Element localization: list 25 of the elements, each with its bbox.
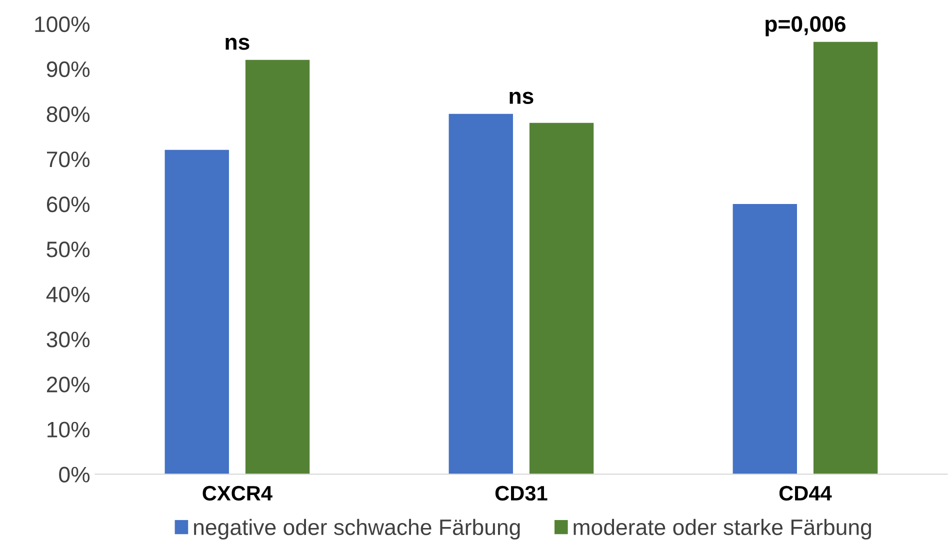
y-tick-label: 60%	[46, 196, 90, 212]
bar	[245, 60, 310, 474]
y-tick-label: 50%	[46, 242, 90, 258]
bar	[813, 42, 878, 474]
y-tick-label: 30%	[46, 332, 90, 348]
y-tick-label: 20%	[46, 376, 90, 392]
x-tick-label: CD31	[495, 486, 548, 501]
y-tick-label: 70%	[47, 151, 90, 168]
legend-label: moderate oder starke Färbung	[574, 518, 871, 540]
bar	[732, 204, 797, 474]
bar	[164, 150, 229, 474]
y-tick-label: 40%	[46, 286, 90, 302]
annotation: p=0,006	[766, 16, 846, 36]
annotation: ns	[226, 38, 250, 50]
annotation: ns	[510, 92, 534, 104]
y-tick-label: 100%	[35, 16, 90, 32]
y-tick-label: 10%	[48, 422, 90, 438]
y-tick-label: 80%	[46, 106, 90, 122]
y-tick-label: 90%	[46, 61, 90, 78]
x-tick-label: CXCR4	[202, 486, 272, 501]
bar	[529, 122, 594, 474]
x-tick-label: CD44	[779, 486, 832, 501]
bar	[448, 114, 513, 474]
legend-label: negative oder schwache Färbung	[194, 518, 520, 540]
y-tick-label: 0%	[59, 466, 90, 482]
